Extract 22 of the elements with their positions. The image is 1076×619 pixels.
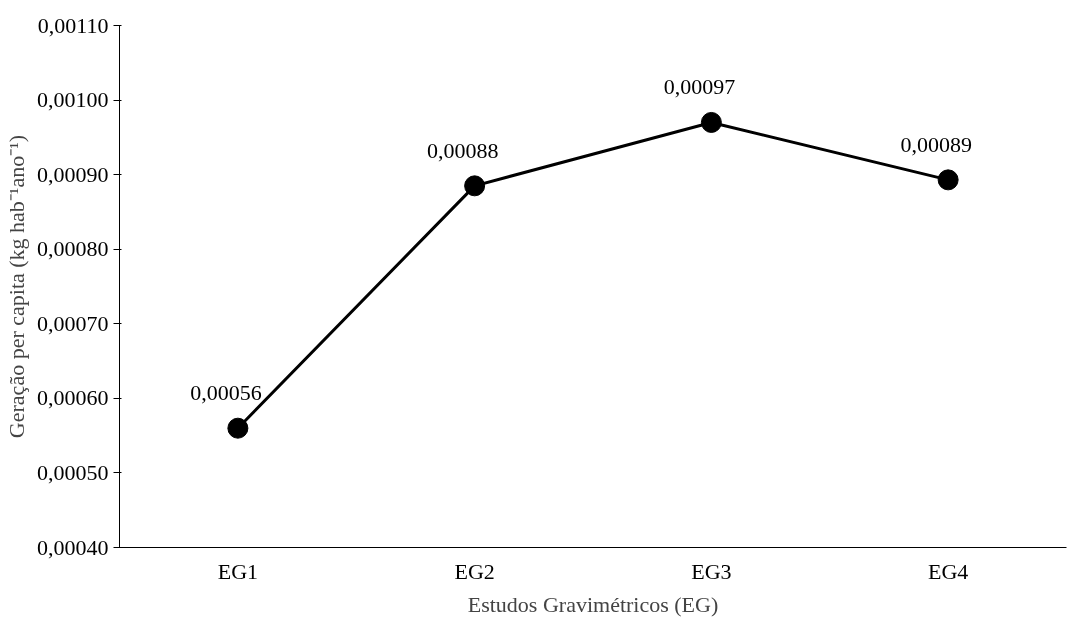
x-tick-label: EG3 (691, 558, 732, 584)
y-tick-label: 0,00060 (37, 385, 109, 411)
y-axis-title: Geração per capita (kg hab⁻¹ano⁻¹) (4, 134, 29, 439)
data-label: 0,00097 (663, 74, 736, 100)
point (227, 417, 249, 439)
y-tick-label: 0,00070 (37, 310, 109, 336)
y-tick-label: 0,00100 (37, 87, 109, 113)
data-label: 0,00088 (426, 137, 499, 163)
x-tick-label: EG1 (217, 558, 259, 584)
y-tick-label: 0,00050 (37, 459, 109, 485)
x-tick-label: EG4 (927, 558, 969, 584)
y-tick-label: 0,00110 (37, 12, 109, 38)
x-tick-label: EG2 (454, 558, 495, 584)
point (700, 111, 722, 133)
y-tick-label: 0,00090 (37, 161, 109, 187)
point (464, 175, 486, 197)
y-tick-label: 0,00040 (37, 534, 109, 560)
data-label: 0,00056 (190, 380, 262, 406)
point (937, 169, 959, 191)
x-axis-title: Estudos Gravimétricos (EG) (467, 591, 719, 617)
data-label: 0,00089 (900, 131, 972, 157)
y-tick-label: 0,00080 (37, 236, 109, 262)
